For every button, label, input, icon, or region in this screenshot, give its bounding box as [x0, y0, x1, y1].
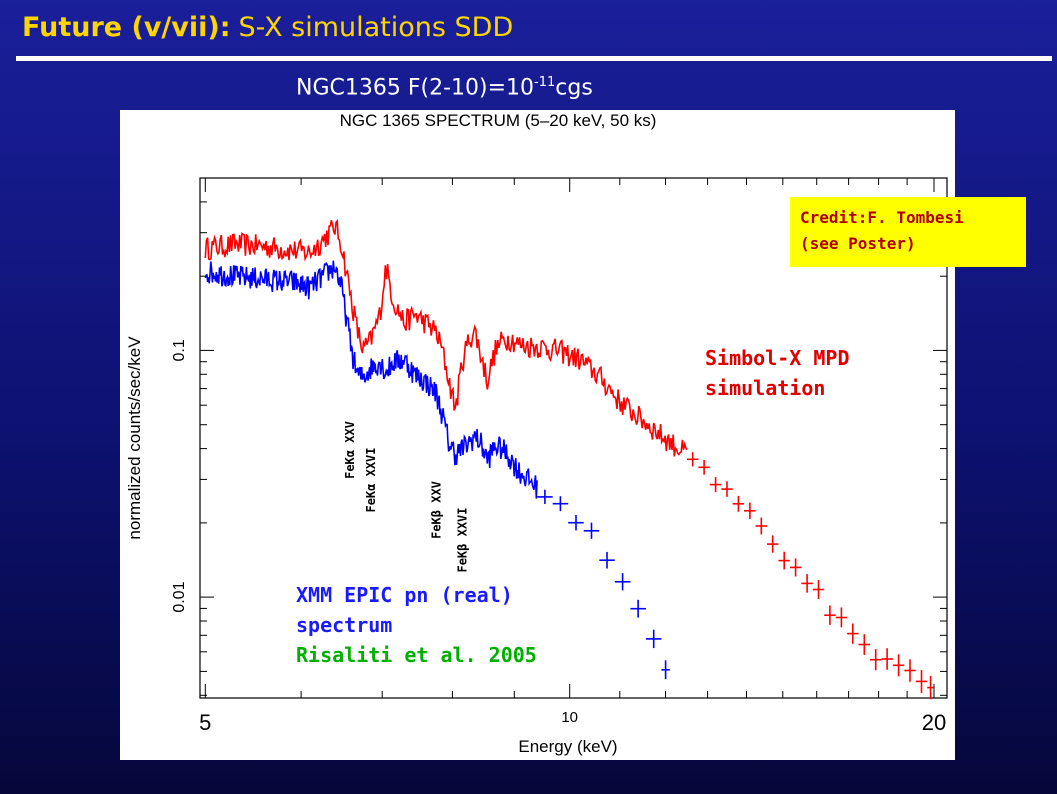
subtitle-unit: cgs	[555, 75, 593, 101]
simbol-legend-line-2: simulation	[705, 376, 826, 400]
simbol-legend-line-1: Simbol-X MPD	[705, 346, 850, 370]
tick-labels: 5 10 20 0.01 0.1	[171, 339, 946, 735]
slide-title-text: S-X simulations SDD	[238, 12, 514, 43]
slide-subtitle: NGC1365 F(2-10)=10-11cgs	[296, 75, 593, 100]
x-tick-label: 5	[199, 710, 211, 735]
subtitle-main: NGC1365 F(2-10)=10	[296, 75, 535, 101]
series-layer	[204, 218, 934, 700]
x-tick-label: 10	[561, 709, 578, 726]
x-axis-title: Energy (keV)	[518, 737, 617, 756]
line-annotation: FeKβ XXVI	[456, 507, 470, 572]
line-annotation: FeKα XXVI	[364, 447, 378, 512]
xmm-legend-line-1: XMM EPIC pn (real)	[296, 583, 513, 607]
y-tick-label: 0.01	[171, 581, 188, 612]
xmm-legend-line-2: spectrum	[296, 613, 393, 637]
line-annotation: FeKα XXV	[343, 421, 357, 479]
credit-line-1: Credit:F. Tombesi	[800, 208, 964, 227]
slide-title-prefix: Future (v/vii):	[22, 12, 231, 43]
credit-line-2: (see Poster)	[800, 234, 916, 253]
xmm-legend: XMM EPIC pn (real) spectrum Risaliti et …	[296, 580, 537, 670]
subtitle-exponent: -11	[534, 75, 556, 90]
simbol-legend: Simbol-X MPD simulation	[705, 343, 850, 403]
xmm-legend-reference: Risaliti et al. 2005	[296, 643, 537, 667]
simbol-series	[204, 218, 934, 700]
line-annotations: FeKα XXV FeKα XXVI FeKβ XXV FeKβ XXVI	[343, 421, 470, 572]
y-tick-label: 0.1	[171, 339, 188, 361]
series-line	[204, 260, 538, 499]
xmm-series	[204, 260, 670, 680]
series-line	[204, 218, 688, 457]
line-annotation: FeKβ XXV	[430, 481, 444, 539]
x-tick-label: 20	[922, 710, 946, 735]
credit-box: Credit:F. Tombesi (see Poster)	[790, 197, 1026, 267]
spectrum-chart-svg: NGC 1365 SPECTRUM (5–20 keV, 50 ks) 5 10 2…	[125, 111, 948, 756]
title-divider	[16, 56, 1052, 61]
slide-title: Future (v/vii): S-X simulations SDD	[22, 12, 513, 43]
y-axis-title: normalized counts/sec/keV	[125, 336, 144, 540]
chart-title: NGC 1365 SPECTRUM (5–20 keV, 50 ks)	[340, 111, 657, 130]
plot-frame	[199, 177, 948, 699]
tick-marks	[200, 177, 947, 698]
